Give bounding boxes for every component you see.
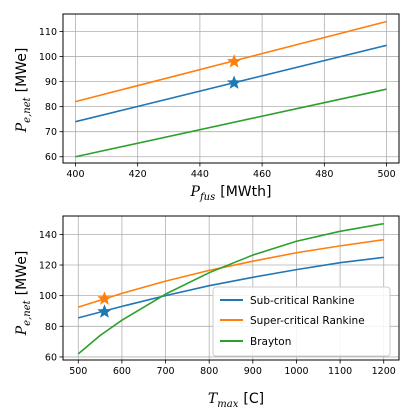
- legend-item-super: Super-critical Rankine: [220, 315, 365, 327]
- y-tick-label: 110: [39, 27, 57, 38]
- y-tick-label: 100: [39, 291, 57, 302]
- x-tick-label: 500: [377, 169, 395, 180]
- legend-label-brayton: Brayton: [250, 336, 291, 348]
- x-tick-label: 400: [66, 169, 84, 180]
- series-line-brayton: [75, 88, 387, 158]
- y-tick-label: 140: [39, 230, 57, 241]
- x-tick-label: 600: [113, 366, 131, 377]
- y-tick-label: 80: [45, 102, 57, 113]
- x-tick-label: 1100: [328, 366, 352, 377]
- x-axis-label: Tmax [C]: [208, 391, 264, 410]
- x-tick-label: 440: [191, 169, 209, 180]
- star-marker-super: [97, 291, 112, 305]
- x-axis-label: Pfus [MWth]: [190, 184, 272, 203]
- y-axis-label: Pe,net[MWe]: [14, 251, 33, 337]
- series-lines: [77, 222, 384, 355]
- x-tick-label: 500: [69, 366, 87, 377]
- x-tick-label: 800: [200, 366, 218, 377]
- plot-frame: [62, 13, 400, 164]
- star-markers: [97, 291, 112, 318]
- y-tick-label: 70: [45, 127, 57, 138]
- plot-frame: [62, 215, 400, 361]
- y-tick-label: 80: [45, 322, 57, 333]
- y-tick-label: 60: [45, 352, 57, 363]
- chart-max-temperature: 500 600 700 800 900 1000 1100 1200 60 80 100 120 140…: [14, 215, 400, 410]
- y-tick-label: 60: [45, 152, 57, 163]
- x-tick-label: 700: [156, 366, 174, 377]
- legend-label-super: Super-critical Rankine: [250, 315, 365, 327]
- y-tick-label: 100: [39, 52, 57, 63]
- x-tick-label: 480: [315, 169, 333, 180]
- legend: Sub-critical Rankine Super-critical Rank…: [212, 286, 391, 357]
- y-tick-label: 120: [39, 261, 57, 272]
- series-line-brayton: [77, 222, 384, 355]
- star-marker-super: [226, 54, 242, 68]
- star-marker-sub: [226, 75, 242, 89]
- ticks: 400 420 440 460 480 500 60 70 80 90 100 110: [39, 27, 396, 180]
- legend-box: [212, 286, 391, 357]
- series-line-super: [78, 238, 384, 308]
- y-axis-label: Pe,net[MWe]: [14, 48, 33, 134]
- star-markers: [226, 54, 242, 89]
- legend-label-sub: Sub-critical Rankine: [250, 295, 355, 307]
- x-tick-label: 460: [253, 169, 271, 180]
- ticks: 500 600 700 800 900 1000 1100 1200 60 80 100 120 140: [39, 230, 396, 377]
- chart-fusion-power: 400 420 440 460 480 500 60 70 80 90 100 110 Pfus [MW…: [14, 13, 400, 203]
- x-tick-label: 1000: [284, 366, 308, 377]
- x-tick-label: 1200: [372, 366, 396, 377]
- star-marker-sub: [97, 304, 112, 318]
- x-tick-label: 900: [244, 366, 262, 377]
- series-line-sub: [78, 256, 384, 319]
- legend-item-sub: Sub-critical Rankine: [220, 295, 355, 307]
- y-tick-label: 90: [45, 77, 57, 88]
- legend-item-brayton: Brayton: [220, 336, 291, 348]
- x-tick-label: 420: [129, 169, 147, 180]
